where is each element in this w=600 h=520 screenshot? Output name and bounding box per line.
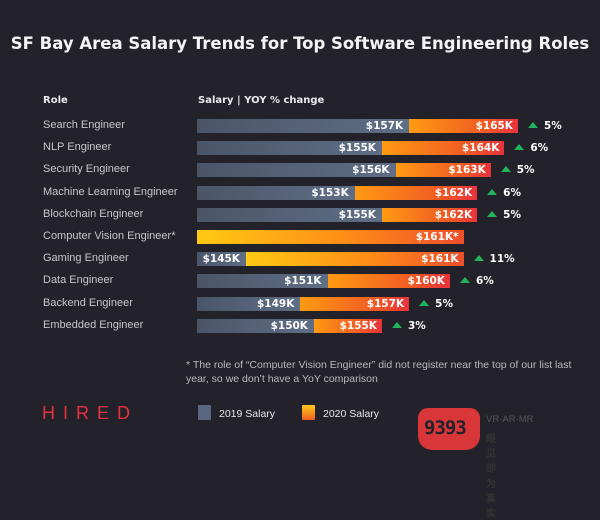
legend-swatch-2020 (302, 405, 315, 420)
bar-label-2020: $162K (434, 186, 473, 199)
role-label: Security Engineer (43, 163, 130, 176)
bar-2019 (197, 141, 382, 156)
legend-2020: 2020 Salary (302, 405, 379, 420)
bar-2020 (300, 296, 410, 311)
bar-2019 (197, 185, 355, 200)
bar-label-2019: $149K (256, 297, 295, 310)
role-label: Computer Vision Engineer* (43, 230, 176, 242)
bar-2020 (409, 119, 518, 133)
watermark-line2: 眼见即为真实 (486, 434, 496, 520)
hired-logo: HIRED (42, 403, 139, 423)
yoy-change: 3% (391, 319, 426, 333)
role-label: Data Engineer (43, 274, 114, 287)
bar-2019 (197, 296, 301, 311)
up-arrow-icon (459, 277, 470, 284)
bar-label-2019: $156K (352, 164, 390, 177)
bar-2019 (197, 318, 314, 333)
bar-label-2020: $164K (461, 142, 500, 155)
yoy-value: 6% (503, 186, 521, 199)
up-arrow-icon (473, 255, 484, 262)
legend-label-2019: 2019 Salary (219, 408, 276, 420)
bar-label-2020: $161K* (415, 231, 459, 243)
up-arrow-icon (527, 122, 538, 128)
yoy-value: 5% (503, 208, 521, 221)
role-label: Machine Learning Engineer (43, 185, 178, 198)
role-label: Embedded Engineer (43, 318, 144, 331)
yoy-change: 5% (419, 297, 453, 311)
yoy-value: 11% (489, 253, 515, 266)
bar-label-2020: $165K (475, 120, 513, 132)
yoy-value: 3% (407, 319, 426, 332)
up-arrow-icon (514, 144, 525, 151)
bar-label-2020: $160K (407, 275, 445, 288)
bar-label-2020: $157K (366, 297, 405, 310)
yoy-change: 6% (487, 186, 521, 200)
legend-swatch-2019 (198, 405, 211, 420)
bar-2020 (381, 141, 505, 156)
up-arrow-icon (419, 299, 430, 306)
bar-2019 (197, 274, 328, 289)
bar-2020 (395, 163, 491, 178)
bar-2019 (197, 252, 246, 267)
up-arrow-icon (391, 321, 402, 328)
bar-2020 (381, 207, 478, 222)
salary-column-header: Salary | YOY % change (198, 95, 325, 106)
bar-label-2020: $163K (448, 164, 486, 177)
legend-label-2020: 2020 Salary (323, 408, 380, 420)
up-arrow-icon (500, 166, 511, 173)
bar-2020 (313, 318, 382, 333)
yoy-change: 6% (459, 274, 494, 288)
bar-2020 (354, 185, 478, 200)
footnote: * The role of “Computer Vision Engineer”… (186, 359, 572, 385)
up-arrow-icon (487, 210, 498, 217)
yoy-value: 6% (530, 142, 549, 155)
chart-title: SF Bay Area Salary Trends for Top Softwa… (10, 34, 590, 53)
bar-label-2019: $150K (270, 319, 308, 332)
bar-label-2020: $161K (421, 253, 459, 266)
bar-label-2019: $151K (284, 275, 322, 288)
yoy-value: 5% (435, 297, 453, 310)
role-label: Search Engineer (43, 119, 125, 131)
role-column-header: Role (43, 95, 68, 106)
bar-label-2019: $145K (202, 253, 240, 266)
yoy-value: 6% (475, 275, 494, 288)
yoy-change: 5% (527, 119, 562, 133)
yoy-value: 5% (516, 164, 535, 177)
bar-2020 (245, 252, 464, 267)
bar-2019 (197, 119, 410, 133)
bar-label-2020: $162K (434, 208, 473, 221)
bar-label-2019: $155K (338, 208, 376, 221)
bar-2020 (327, 274, 450, 289)
bar-label-2020: $155K (339, 319, 377, 332)
bar-2019 (197, 207, 382, 222)
bar-label-2019: $153K (311, 186, 349, 199)
up-arrow-icon (487, 188, 498, 195)
bar-label-2019: $157K (365, 120, 404, 132)
watermark-mark: 9393 (424, 417, 467, 439)
bar-2020 (197, 230, 464, 244)
bar-label-2019: $155K (338, 142, 376, 155)
role-label: Blockchain Engineer (43, 207, 144, 220)
legend-2019: 2019 Salary (198, 405, 275, 420)
role-label: NLP Engineer (43, 141, 112, 154)
bar-2019 (197, 163, 396, 178)
yoy-change: 5% (500, 163, 535, 177)
yoy-change: 11% (473, 252, 515, 266)
watermark-logo-icon (418, 408, 480, 450)
yoy-change: 6% (514, 141, 548, 155)
role-label: Backend Engineer (43, 296, 133, 309)
yoy-value: 5% (543, 120, 562, 132)
role-label: Gaming Engineer (43, 252, 129, 265)
watermark-line1: VR·AR·MR (486, 414, 534, 425)
yoy-change: 5% (487, 208, 521, 222)
